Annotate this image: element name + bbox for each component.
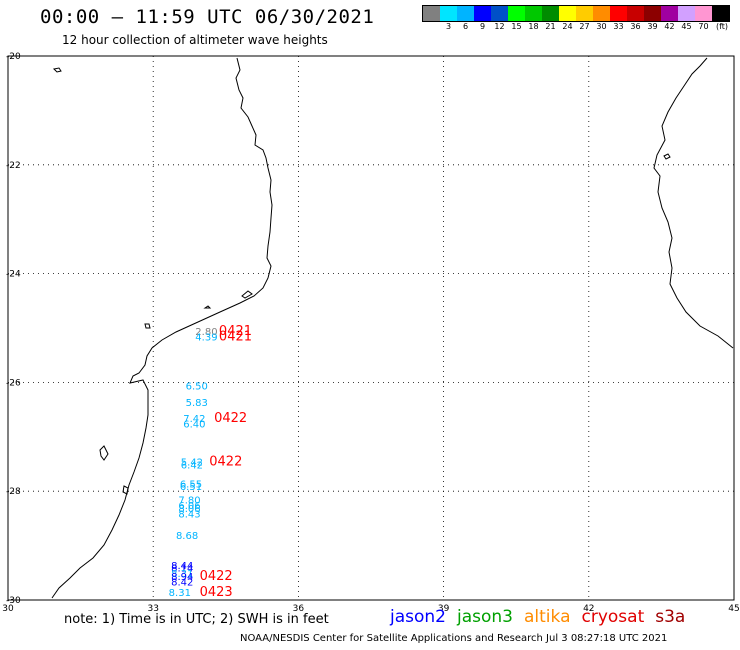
pass-time-label: 0422 <box>209 455 242 470</box>
islet-north <box>52 67 62 73</box>
colorbar-label: 45 <box>681 22 692 31</box>
islet-bazaruto <box>241 290 253 299</box>
lake-south-1 <box>99 445 109 461</box>
madagascar-islet <box>663 153 671 160</box>
colorbar-swatch <box>440 6 457 21</box>
wave-height-colorbar <box>422 5 730 22</box>
latitude-label: -30 <box>6 596 21 606</box>
map-frame <box>7 55 735 601</box>
wave-height-label: 6.40 <box>183 420 205 431</box>
wave-height-label: 7.42 <box>183 414 205 425</box>
wave-height-label: 8.06 <box>178 504 200 515</box>
colorbar-label: 24 <box>562 22 573 31</box>
colorbar-swatch <box>593 6 610 21</box>
colorbar-label: 42 <box>664 22 675 31</box>
longitude-label: 36 <box>293 604 305 614</box>
wave-height-label: 8.42 <box>171 577 193 588</box>
pass-time-label: 0422 <box>200 569 233 584</box>
longitude-label: 42 <box>583 604 594 614</box>
colorbar-label: 36 <box>630 22 641 31</box>
latitude-label: -20 <box>6 52 21 62</box>
longitude-label: 39 <box>438 604 450 614</box>
legend-entry: cryosat <box>581 607 645 627</box>
latitude-label: -28 <box>6 487 21 497</box>
colorbar-label: 33 <box>613 22 624 31</box>
colorbar-swatch <box>542 6 559 21</box>
legend-entry: s3a <box>655 607 686 627</box>
longitude-label: 45 <box>728 604 739 614</box>
latitude-label: -26 <box>6 378 21 388</box>
colorbar-swatch <box>678 6 695 21</box>
colorbar-swatch <box>661 6 678 21</box>
pass-time-label: 0421 <box>219 330 252 345</box>
satellite-legend: jason2 jason3 altika cryosat s3a <box>390 607 696 627</box>
wave-height-label: 8.94 <box>171 572 193 583</box>
coastline <box>51 57 734 599</box>
legend-entry: jason3 <box>457 607 513 627</box>
islet-small <box>203 305 212 309</box>
wave-height-label: 2.80 <box>195 327 217 338</box>
pass-time-label: 0421 <box>219 324 252 339</box>
colorbar-swatch <box>644 6 661 21</box>
colorbar-swatch <box>610 6 627 21</box>
madagascar-coastline <box>653 57 734 349</box>
colorbar-unit: (ft) <box>715 22 729 31</box>
map-subtitle: 12 hour collection of altimeter wave hei… <box>62 33 328 47</box>
colorbar-swatch <box>491 6 508 21</box>
colorbar-swatch <box>474 6 491 21</box>
wave-height-label: 5.83 <box>186 398 208 409</box>
wave-height-label: 6.50 <box>186 381 208 392</box>
colorbar-label: 3 <box>445 22 452 31</box>
colorbar-label: 70 <box>698 22 709 31</box>
longitude-label: 30 <box>2 604 14 614</box>
colorbar-swatch <box>559 6 576 21</box>
latitude-label: -24 <box>6 270 21 280</box>
colorbar-label: 39 <box>647 22 658 31</box>
colorbar-label: 27 <box>579 22 590 31</box>
pass-time-label: 0423 <box>200 585 233 600</box>
wave-height-label: 8.43 <box>178 509 200 520</box>
colorbar-swatch <box>627 6 644 21</box>
colorbar-swatch <box>712 6 729 21</box>
wave-height-label: 8.31 <box>171 569 193 580</box>
colorbar-label: 6 <box>462 22 469 31</box>
colorbar-label: 12 <box>494 22 505 31</box>
wave-height-label: 6.06 <box>178 501 200 512</box>
footer-credit: NOAA/NESDIS Center for Satellite Applica… <box>240 633 668 644</box>
wave-observations: 2.804.39 6.50 5.83 7.426.40 5.426.42 6.556.51… <box>169 324 252 600</box>
wave-height-label: 5.42 <box>181 458 203 469</box>
axis-labels: 30 33 36 39 42 45 -20 -22 -24 -26 -28 -30 <box>2 52 739 614</box>
islet-lake <box>144 323 151 329</box>
longitude-label: 33 <box>147 604 158 614</box>
wave-height-label: 8.31 <box>169 588 191 599</box>
map-title: 00:00 – 11:59 UTC 06/30/2021 <box>40 6 375 28</box>
wave-height-label: 6.42 <box>181 460 203 471</box>
colorbar-swatch <box>508 6 525 21</box>
pass-time-label: 0422 <box>214 411 247 426</box>
footer-note: note: 1) Time is in UTC; 2) SWH is in fe… <box>64 612 329 627</box>
wave-height-label: 4.39 <box>195 333 217 344</box>
legend-entry: altika <box>524 607 571 627</box>
colorbar-label: 18 <box>528 22 539 31</box>
wave-height-label: 8.14 <box>171 564 193 575</box>
colorbar-label: 21 <box>545 22 556 31</box>
latitude-label: -22 <box>6 161 21 171</box>
lake-south-2 <box>122 485 129 495</box>
colorbar-label: 9 <box>479 22 486 31</box>
wave-height-label: 6.55 <box>180 479 202 490</box>
wave-height-label: 6.51 <box>180 482 202 493</box>
colorbar-labels: 3 6 9 12 15 18 21 24 27 30 33 36 39 42 45 70 (ft) <box>422 22 740 34</box>
colorbar-label: 15 <box>511 22 522 31</box>
colorbar-swatch <box>457 6 474 21</box>
wave-height-label: 8.68 <box>176 531 198 542</box>
colorbar-swatch <box>576 6 593 21</box>
colorbar-swatch <box>525 6 542 21</box>
colorbar-swatch <box>695 6 712 21</box>
legend-entry: jason2 <box>390 607 446 627</box>
wave-height-label: 7.80 <box>178 496 200 507</box>
wave-height-label: 8.44 <box>171 561 193 572</box>
colorbar-swatch <box>423 6 440 21</box>
colorbar-label: 30 <box>596 22 607 31</box>
